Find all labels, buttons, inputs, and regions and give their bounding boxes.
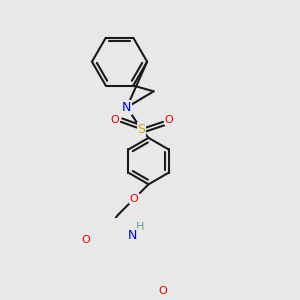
Text: O: O	[82, 235, 91, 245]
Text: N: N	[122, 101, 131, 114]
Text: H: H	[136, 222, 144, 232]
Text: O: O	[130, 194, 138, 204]
Text: O: O	[158, 286, 167, 296]
Text: O: O	[111, 115, 119, 125]
Text: O: O	[164, 115, 173, 125]
Text: N: N	[128, 229, 137, 242]
Text: S: S	[137, 123, 145, 136]
